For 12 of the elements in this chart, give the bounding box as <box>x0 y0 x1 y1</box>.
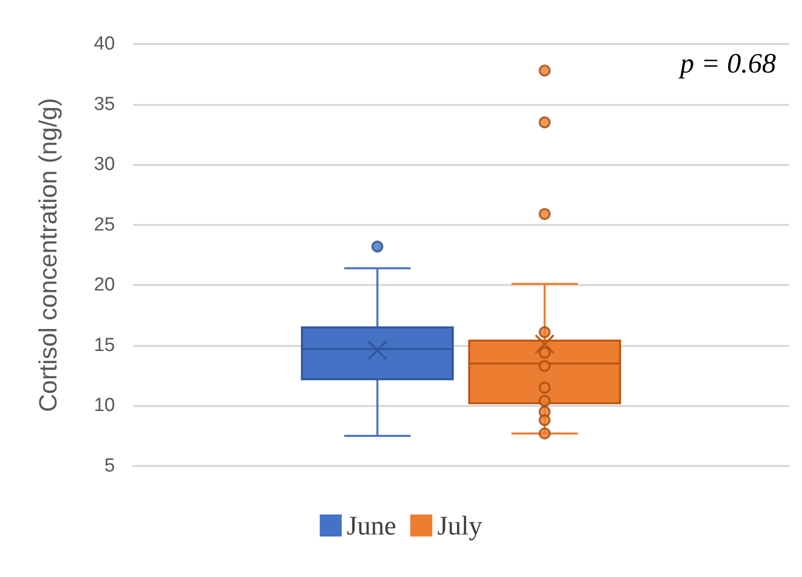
y-axis-title: Cortisol concentration (ng/g) <box>34 98 62 412</box>
annotation: p = 0.68 <box>678 48 776 80</box>
y-tick-label: 35 <box>94 94 115 115</box>
y-tick-label: 30 <box>94 154 115 176</box>
y-tick-label: 5 <box>104 456 115 476</box>
y-tick-label: 25 <box>94 214 115 236</box>
y-tick-label: 10 <box>94 395 115 416</box>
y-tick-label: 15 <box>94 334 115 356</box>
y-tick-label: 40 <box>94 34 115 54</box>
legend-label: June <box>346 510 396 540</box>
legend-label: July <box>437 510 483 540</box>
y-tick-label: 20 <box>94 274 115 296</box>
